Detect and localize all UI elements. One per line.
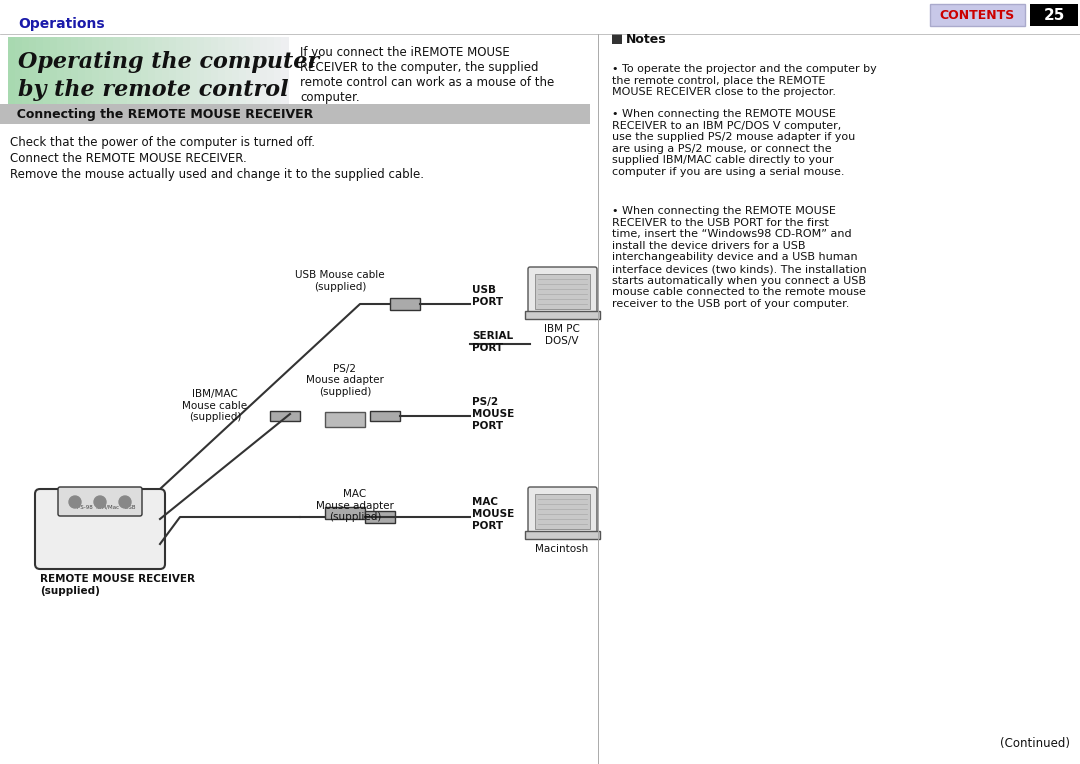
Text: Macintosh: Macintosh xyxy=(536,544,589,554)
Bar xyxy=(535,274,590,309)
Text: PS/2
MOUSE
PORT: PS/2 MOUSE PORT xyxy=(472,397,514,431)
Bar xyxy=(281,37,289,109)
Bar xyxy=(43,37,51,109)
Circle shape xyxy=(119,496,131,508)
Bar xyxy=(239,37,247,109)
Bar xyxy=(78,37,86,109)
Bar xyxy=(253,37,261,109)
Text: Notes: Notes xyxy=(626,33,666,46)
Bar xyxy=(92,37,100,109)
Text: IBM PC
DOS/V: IBM PC DOS/V xyxy=(544,324,580,345)
Bar xyxy=(612,34,622,44)
Bar xyxy=(218,37,226,109)
Bar xyxy=(274,37,282,109)
Bar xyxy=(211,37,219,109)
Bar xyxy=(325,507,365,519)
Bar xyxy=(162,37,170,109)
Text: Check that the power of the computer is turned off.: Check that the power of the computer is … xyxy=(10,136,315,149)
Text: REMOTE MOUSE RECEIVER
(supplied): REMOTE MOUSE RECEIVER (supplied) xyxy=(40,574,195,596)
Bar xyxy=(325,412,365,427)
Bar xyxy=(141,37,149,109)
Text: Connect the REMOTE MOUSE RECEIVER.: Connect the REMOTE MOUSE RECEIVER. xyxy=(10,152,246,165)
Bar xyxy=(15,37,23,109)
Bar xyxy=(99,37,107,109)
FancyBboxPatch shape xyxy=(528,267,597,316)
Text: MAC
Mouse adapter
(supplied): MAC Mouse adapter (supplied) xyxy=(316,489,394,523)
Text: Remove the mouse actually used and change it to the supplied cable.: Remove the mouse actually used and chang… xyxy=(10,168,424,181)
Bar xyxy=(22,37,30,109)
Text: USB Mouse cable
(supplied): USB Mouse cable (supplied) xyxy=(295,270,384,292)
FancyBboxPatch shape xyxy=(1030,4,1078,26)
Bar xyxy=(225,37,233,109)
FancyBboxPatch shape xyxy=(930,4,1025,26)
Bar xyxy=(525,311,600,319)
Bar xyxy=(85,37,93,109)
Bar xyxy=(64,37,72,109)
FancyBboxPatch shape xyxy=(528,487,597,536)
Text: (Continued): (Continued) xyxy=(1000,737,1070,750)
Bar xyxy=(127,37,135,109)
Text: by the remote control: by the remote control xyxy=(18,79,288,101)
Bar xyxy=(267,37,275,109)
Bar xyxy=(190,37,198,109)
Text: • When connecting the REMOTE MOUSE
RECEIVER to the USB PORT for the first
time, : • When connecting the REMOTE MOUSE RECEI… xyxy=(612,206,867,309)
Bar xyxy=(168,37,177,109)
Bar xyxy=(183,37,191,109)
Bar xyxy=(29,37,37,109)
FancyBboxPatch shape xyxy=(58,487,141,516)
Bar xyxy=(270,411,300,421)
Bar xyxy=(0,104,590,124)
Bar xyxy=(120,37,129,109)
Text: Connecting the REMOTE MOUSE RECEIVER: Connecting the REMOTE MOUSE RECEIVER xyxy=(8,108,313,121)
Bar xyxy=(36,37,44,109)
Bar xyxy=(260,37,268,109)
Text: 25: 25 xyxy=(1043,8,1065,22)
Bar xyxy=(71,37,79,109)
Bar xyxy=(57,37,65,109)
Bar xyxy=(232,37,240,109)
Bar xyxy=(176,37,184,109)
Text: MAC
MOUSE
PORT: MAC MOUSE PORT xyxy=(472,497,514,531)
Bar xyxy=(8,37,16,109)
Bar xyxy=(156,37,163,109)
Text: USB
PORT: USB PORT xyxy=(472,285,503,307)
Bar xyxy=(148,37,156,109)
Text: • When connecting the REMOTE MOUSE
RECEIVER to an IBM PC/DOS V computer,
use the: • When connecting the REMOTE MOUSE RECEI… xyxy=(612,109,855,177)
Bar xyxy=(246,37,254,109)
Circle shape xyxy=(94,496,106,508)
Bar xyxy=(365,511,395,523)
Bar xyxy=(525,531,600,539)
Bar xyxy=(390,298,420,310)
Text: Operating the computer: Operating the computer xyxy=(18,51,319,73)
Text: • To operate the projector and the computer by
the remote control, place the REM: • To operate the projector and the compu… xyxy=(612,64,877,97)
Text: Operations: Operations xyxy=(18,17,105,31)
FancyBboxPatch shape xyxy=(35,489,165,569)
Text: SERIAL
PORT: SERIAL PORT xyxy=(472,332,513,353)
Text: CONTENTS: CONTENTS xyxy=(940,8,1015,21)
Bar xyxy=(197,37,205,109)
Circle shape xyxy=(69,496,81,508)
Bar xyxy=(134,37,141,109)
Text: PS-98  IBM/Mac   USB: PS-98 IBM/Mac USB xyxy=(77,504,135,510)
Text: IBM/MAC
Mouse cable
(supplied): IBM/MAC Mouse cable (supplied) xyxy=(183,389,247,422)
Bar xyxy=(370,411,400,421)
Bar xyxy=(106,37,114,109)
Bar xyxy=(535,494,590,529)
Bar xyxy=(113,37,121,109)
Text: PS/2
Mouse adapter
(supplied): PS/2 Mouse adapter (supplied) xyxy=(306,364,383,397)
Text: If you connect the iREMOTE MOUSE
RECEIVER to the computer, the supplied
remote c: If you connect the iREMOTE MOUSE RECEIVE… xyxy=(300,46,554,104)
Bar xyxy=(204,37,212,109)
Bar xyxy=(50,37,58,109)
